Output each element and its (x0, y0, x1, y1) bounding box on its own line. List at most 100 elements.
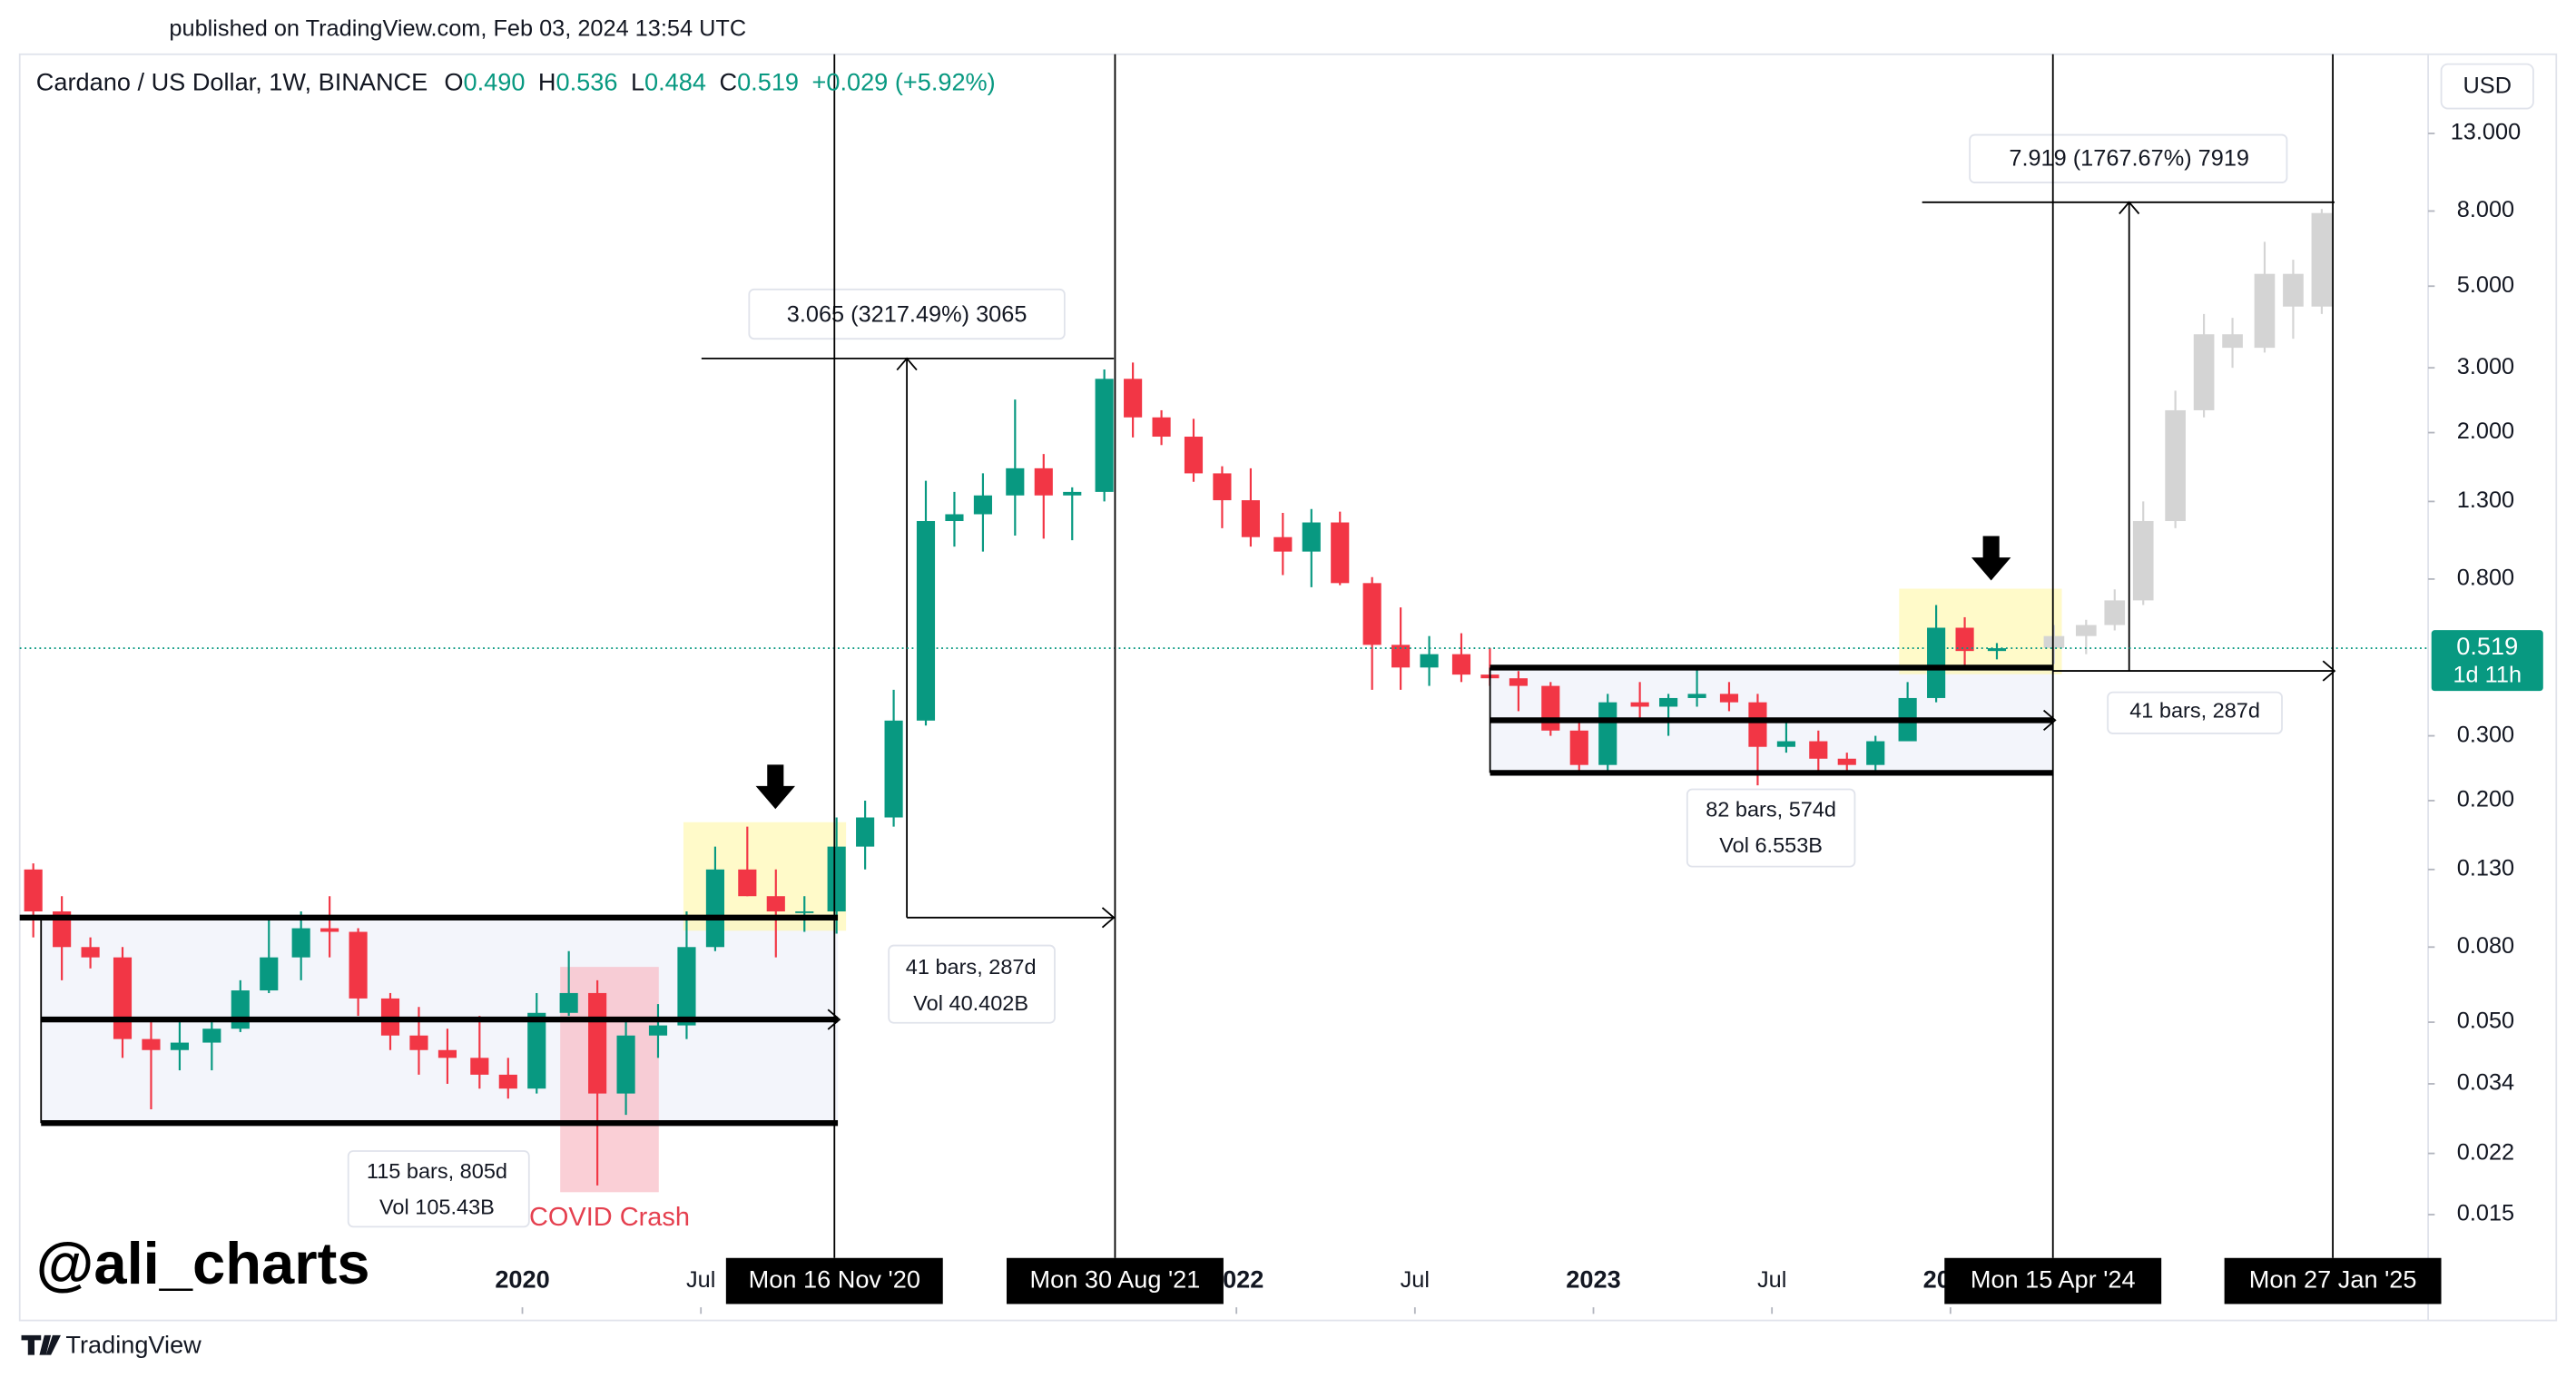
quote-key: C (719, 68, 737, 96)
candle-body (766, 896, 785, 912)
candle-body (2165, 409, 2186, 521)
candle-body (1809, 741, 1828, 759)
candle-body (142, 1038, 161, 1050)
annotation: COVID Crash (529, 1203, 690, 1232)
annotation-box (1686, 788, 1856, 868)
x-tick-label: Jul (1401, 1267, 1430, 1293)
candle-body (2075, 625, 2097, 636)
candle-body (677, 947, 696, 1026)
arrow-head (1101, 907, 1116, 929)
candle-body (1866, 741, 1885, 765)
candle-body (470, 1058, 489, 1075)
candle-body (1569, 730, 1588, 765)
candle-body (1630, 702, 1649, 707)
arrow-head (2042, 709, 2057, 731)
candle-body (527, 1012, 546, 1089)
date-marker-label: Mon 27 Jan '25 (2249, 1265, 2417, 1293)
annotation-box (2107, 691, 2283, 734)
y-tick-label: 13.000 (2451, 120, 2521, 145)
candle-body (1034, 468, 1053, 496)
annotation: 115 bars, 805d (367, 1159, 507, 1183)
candle-body (1302, 522, 1321, 552)
last-price-box (2431, 630, 2543, 692)
candle-body (202, 1029, 221, 1043)
quote-key: O (444, 68, 463, 96)
candle-body (349, 931, 368, 999)
candle-body (1927, 627, 1946, 698)
candle-body (1987, 648, 2007, 652)
candle-body (1776, 741, 1795, 747)
quote-key: H (538, 68, 556, 96)
candle-body (498, 1074, 517, 1089)
watermark: @ali_charts (36, 1230, 370, 1296)
annotation-box (748, 288, 1066, 340)
candle-body (1273, 536, 1293, 552)
y-tick-label: 3.000 (2457, 354, 2514, 379)
last-price-label: 0.519 (2456, 632, 2518, 660)
quote-value: 0.519 (737, 68, 799, 96)
date-marker-box (725, 1257, 943, 1304)
candle-body (1213, 473, 1232, 501)
candle-body (2254, 273, 2276, 349)
candle-body (409, 1035, 428, 1050)
y-tick-label: 0.022 (2457, 1139, 2514, 1165)
y-tick-label: 0.200 (2457, 787, 2514, 812)
candle-body (1391, 645, 1411, 668)
candle-body (559, 992, 578, 1013)
candle-body (2283, 273, 2304, 307)
candle-body (438, 1049, 457, 1058)
y-tick-label: 0.800 (2457, 566, 2514, 591)
candle-body (1184, 437, 1204, 474)
candle-body (260, 957, 279, 991)
date-marker-box (2224, 1257, 2442, 1304)
candle-body (827, 846, 846, 912)
candle-body (738, 869, 757, 897)
candle-body (2222, 334, 2243, 349)
date-marker-box (1944, 1257, 2162, 1304)
candle-body (113, 957, 133, 1039)
axes: 13.000 8.000 5.000 3.000 2.000 1.300 0.800 0.30… (19, 54, 2543, 1314)
published-note: published on TradingView.com, Feb 03, 20… (169, 15, 746, 41)
currency: USD (2463, 74, 2512, 99)
candle-body (1598, 702, 1617, 765)
candle-body (1955, 627, 1974, 652)
candle-body (588, 992, 607, 1094)
candle-body (2043, 635, 2065, 648)
candle-body (945, 514, 964, 521)
candle-body (856, 817, 875, 847)
candle-body (2132, 520, 2154, 601)
candle-body (2193, 334, 2215, 410)
candle-body (1420, 654, 1439, 668)
annotation: 3.065 (3217.49%) 3065 (787, 301, 1027, 327)
candles (24, 209, 2333, 1186)
currency-box[interactable] (2440, 63, 2534, 110)
candle-body (648, 1025, 668, 1036)
candle-body (1837, 758, 1856, 765)
quote-key: L (631, 68, 644, 96)
annotation: 7.919 (1767.67%) 7919 (2009, 145, 2249, 171)
y-tick-label: 0.015 (2457, 1201, 2514, 1226)
annotation-box (888, 944, 1056, 1024)
y-tick-label: 5.000 (2457, 272, 2514, 298)
y-tick-label: 0.034 (2457, 1070, 2514, 1096)
x-tick-label: 2020 (495, 1265, 549, 1293)
candle-body (81, 947, 100, 958)
candle-body (616, 1035, 635, 1094)
chart-frame (18, 53, 2558, 1322)
candle-body (1124, 379, 1143, 418)
arrow-head (896, 357, 918, 371)
candle-body (705, 869, 724, 948)
candle-body (291, 928, 310, 958)
candle-body (1748, 702, 1767, 747)
quote-value: 0.484 (644, 68, 706, 96)
brand: TradingView (65, 1331, 202, 1359)
quote-value: 0.490 (463, 68, 525, 96)
y-tick-label: 0.080 (2457, 933, 2514, 959)
candle-body (1331, 522, 1350, 584)
candle-body (1541, 685, 1560, 731)
y-tick-label: 2.000 (2457, 418, 2514, 444)
y-tick-label: 1.300 (2457, 487, 2514, 513)
candle-body (1719, 694, 1739, 703)
